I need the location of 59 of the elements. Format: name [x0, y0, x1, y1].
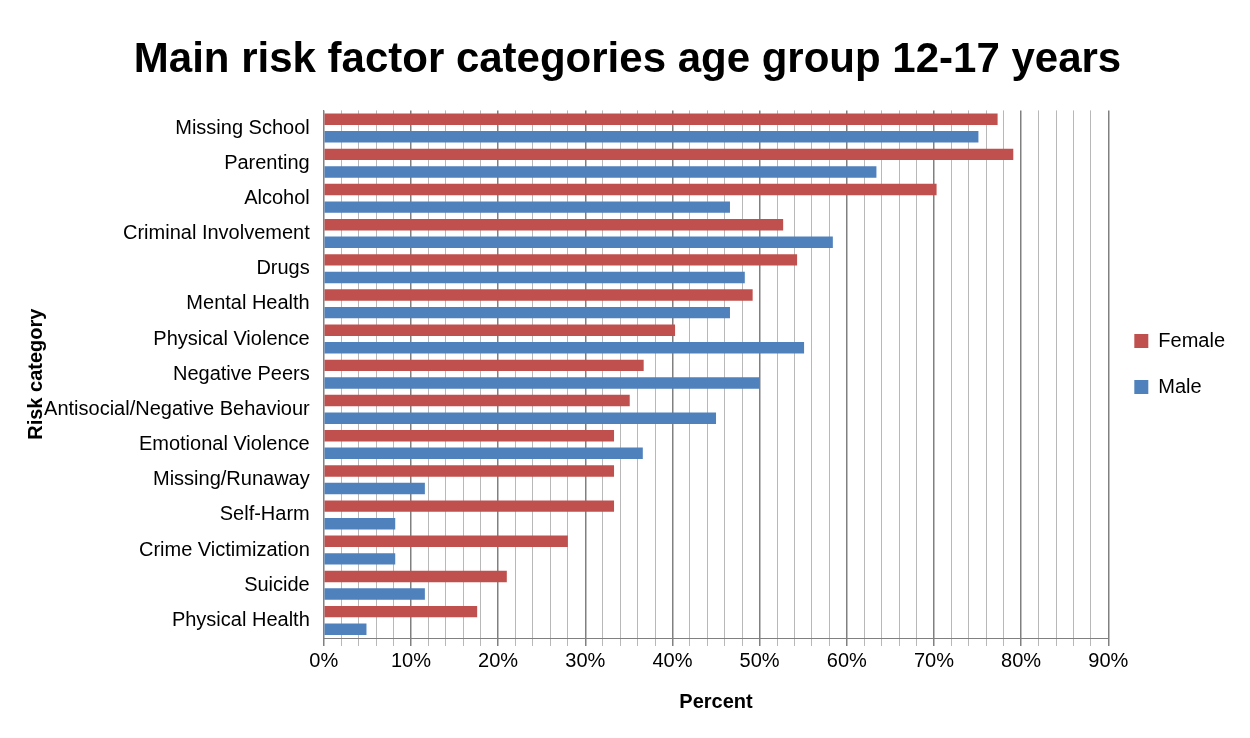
legend-label: Male — [1158, 374, 1202, 397]
bar — [324, 377, 760, 389]
x-tick-label: 0% — [309, 648, 339, 671]
bar — [324, 113, 998, 125]
y-tick-label: Physical Health — [171, 607, 310, 630]
y-tick-label: Drugs — [256, 256, 310, 279]
bar — [324, 588, 425, 600]
y-tick-label: Antisocial/Negative Behaviour — [44, 396, 311, 419]
bar — [324, 166, 877, 178]
bar — [324, 605, 478, 618]
bar — [324, 553, 396, 565]
bar — [324, 500, 615, 512]
y-tick-label: Criminal Involvement — [123, 221, 311, 244]
y-tick-label: Mental Health — [186, 291, 310, 314]
bar — [324, 535, 568, 547]
x-tick-label: 60% — [826, 648, 868, 671]
bar — [324, 201, 730, 213]
bar — [324, 342, 805, 354]
bar — [324, 236, 833, 249]
bar — [324, 254, 798, 266]
bar — [324, 517, 396, 530]
bar — [324, 324, 676, 336]
bar — [324, 131, 979, 143]
bar — [324, 289, 753, 301]
y-tick-label: Missing School — [175, 115, 310, 138]
y-tick-label: Physical Violence — [153, 326, 310, 349]
bar — [324, 148, 1014, 161]
legend-label: Female — [1158, 328, 1226, 351]
bar — [324, 271, 745, 284]
bar — [324, 570, 507, 583]
bar — [324, 482, 425, 495]
y-tick-label: Alcohol — [244, 185, 310, 208]
x-axis-title: Percent — [679, 689, 754, 712]
x-tick-label: 10% — [390, 648, 432, 671]
y-tick-label: Suicide — [244, 572, 310, 595]
x-tick-label: 90% — [1088, 648, 1129, 671]
bar — [324, 623, 367, 635]
y-tick-label: Parenting — [224, 150, 310, 173]
x-tick-label: 70% — [913, 648, 955, 671]
y-tick-label: Self-Harm — [219, 502, 310, 525]
bar — [324, 183, 937, 196]
bar — [324, 465, 615, 477]
bar — [324, 430, 615, 442]
bar — [324, 412, 717, 424]
bar — [324, 447, 643, 460]
chart-title: Main risk factor categories age group 12-17 years — [133, 33, 1122, 81]
x-tick-label: 20% — [478, 648, 519, 671]
bar — [324, 306, 730, 319]
y-tick-label: Negative Peers — [173, 361, 310, 384]
x-tick-label: 40% — [652, 648, 693, 671]
x-tick-label: 80% — [1001, 648, 1042, 671]
y-tick-label: Missing/Runaway — [153, 467, 310, 490]
bar — [324, 219, 784, 231]
y-tick-label: Emotional Violence — [138, 432, 310, 455]
x-tick-label: 30% — [565, 648, 606, 671]
bar — [324, 359, 644, 372]
y-tick-label: Crime Victimization — [138, 537, 310, 560]
bar — [324, 394, 630, 407]
x-tick-label: 50% — [739, 648, 780, 671]
